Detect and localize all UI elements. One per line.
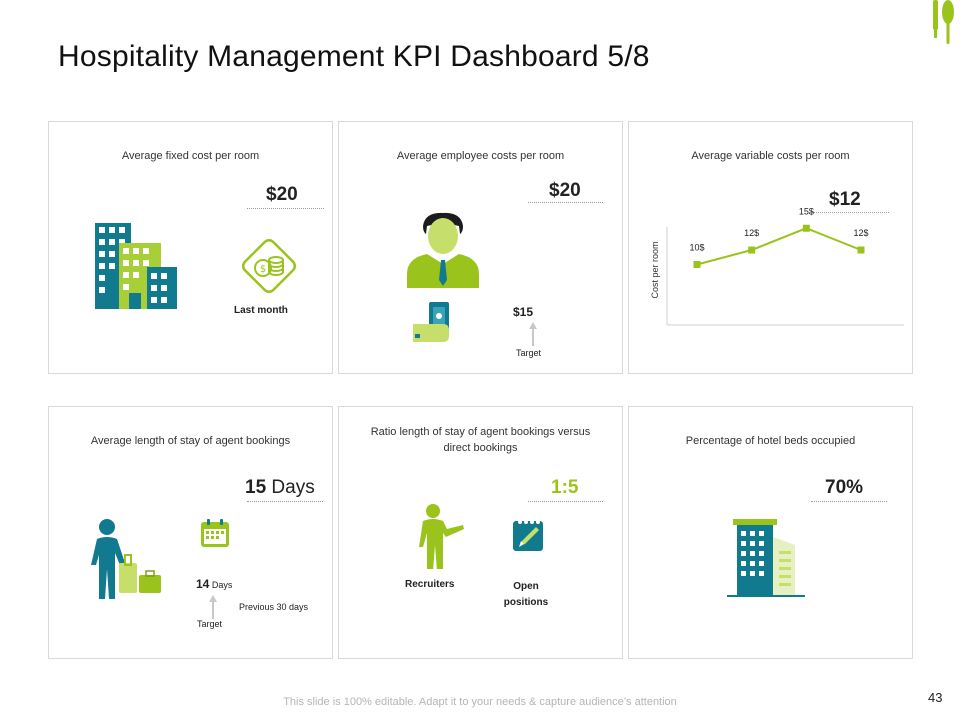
caption: Last month — [234, 305, 288, 316]
card-length-stay: Average length of stay of agent bookings… — [48, 406, 333, 659]
series-line — [696, 227, 862, 266]
data-point — [802, 224, 810, 232]
divider — [811, 501, 887, 502]
cutlery-icon — [928, 0, 958, 50]
kpi-value: $12 — [829, 189, 861, 210]
card-title: Percentage of hotel beds occupied — [685, 435, 856, 447]
up-arrow-icon — [529, 322, 537, 346]
kpi-value: 70% — [825, 477, 864, 498]
card-title: Average employee costs per room — [396, 150, 565, 162]
up-arrow-icon — [209, 595, 217, 619]
card-variable-cost: Average variable costs per room $12 Cost… — [628, 121, 913, 374]
traveler-icon — [91, 517, 167, 603]
coins-icon: $ — [237, 234, 301, 298]
footer-note: This slide is 100% editable. Adapt it to… — [283, 696, 677, 708]
data-label: 15$ — [799, 206, 814, 216]
target-label: Target — [516, 348, 542, 358]
data-point — [693, 261, 701, 268]
data-label: 10$ — [689, 243, 704, 253]
card-fixed-cost: Average fixed cost per room $20 — [48, 121, 333, 374]
kpi-value: $20 — [266, 184, 298, 205]
kpi-value: $20 — [549, 180, 581, 201]
target-value: $15 — [513, 305, 534, 319]
employee-icon — [407, 212, 479, 288]
divider — [528, 501, 603, 502]
kpi-value: 15 Days — [245, 477, 315, 498]
divider — [528, 202, 603, 203]
recruiters-label: Recruiters — [405, 579, 455, 590]
card-title: Average variable costs per room — [691, 150, 850, 162]
open-positions-label: Open positions — [503, 581, 549, 608]
notepad-icon — [511, 517, 547, 553]
card-ratio: Ratio length of stay of agent bookings v… — [338, 406, 623, 659]
svg-text:$: $ — [260, 264, 266, 275]
target-label: Target — [197, 619, 223, 629]
card-title: Average fixed cost per room — [121, 150, 260, 162]
buildings-icon — [93, 221, 179, 309]
card-beds: Percentage of hotel beds occupied 70% — [628, 406, 913, 659]
hotel-icon — [725, 517, 809, 599]
line-chart: Cost per room 10$ 12$ 15$ 12$ — [650, 206, 904, 326]
card-title: Average length of stay of agent bookings — [90, 435, 291, 447]
data-point — [857, 246, 865, 254]
kpi-value: 1:5 — [551, 477, 579, 498]
divider — [247, 501, 323, 502]
page-title: Hospitality Management KPI Dashboard 5/8 — [58, 40, 650, 73]
divider — [247, 208, 324, 209]
divider — [809, 212, 889, 213]
payment-icon — [411, 300, 459, 348]
data-label: 12$ — [744, 228, 759, 238]
calendar-icon — [199, 517, 231, 549]
card-employee-cost: Average employee costs per room $20 $15 … — [338, 121, 623, 374]
y-axis-label: Cost per room — [650, 241, 660, 298]
data-point — [748, 246, 756, 254]
page-number: 43 — [928, 690, 943, 705]
recruiter-icon — [419, 503, 465, 569]
days-value: 14 Days — [196, 577, 233, 591]
card-title: Ratio length of stay of agent bookings v… — [370, 426, 591, 454]
previous-label: Previous 30 days — [239, 602, 309, 612]
data-label: 12$ — [853, 228, 868, 238]
